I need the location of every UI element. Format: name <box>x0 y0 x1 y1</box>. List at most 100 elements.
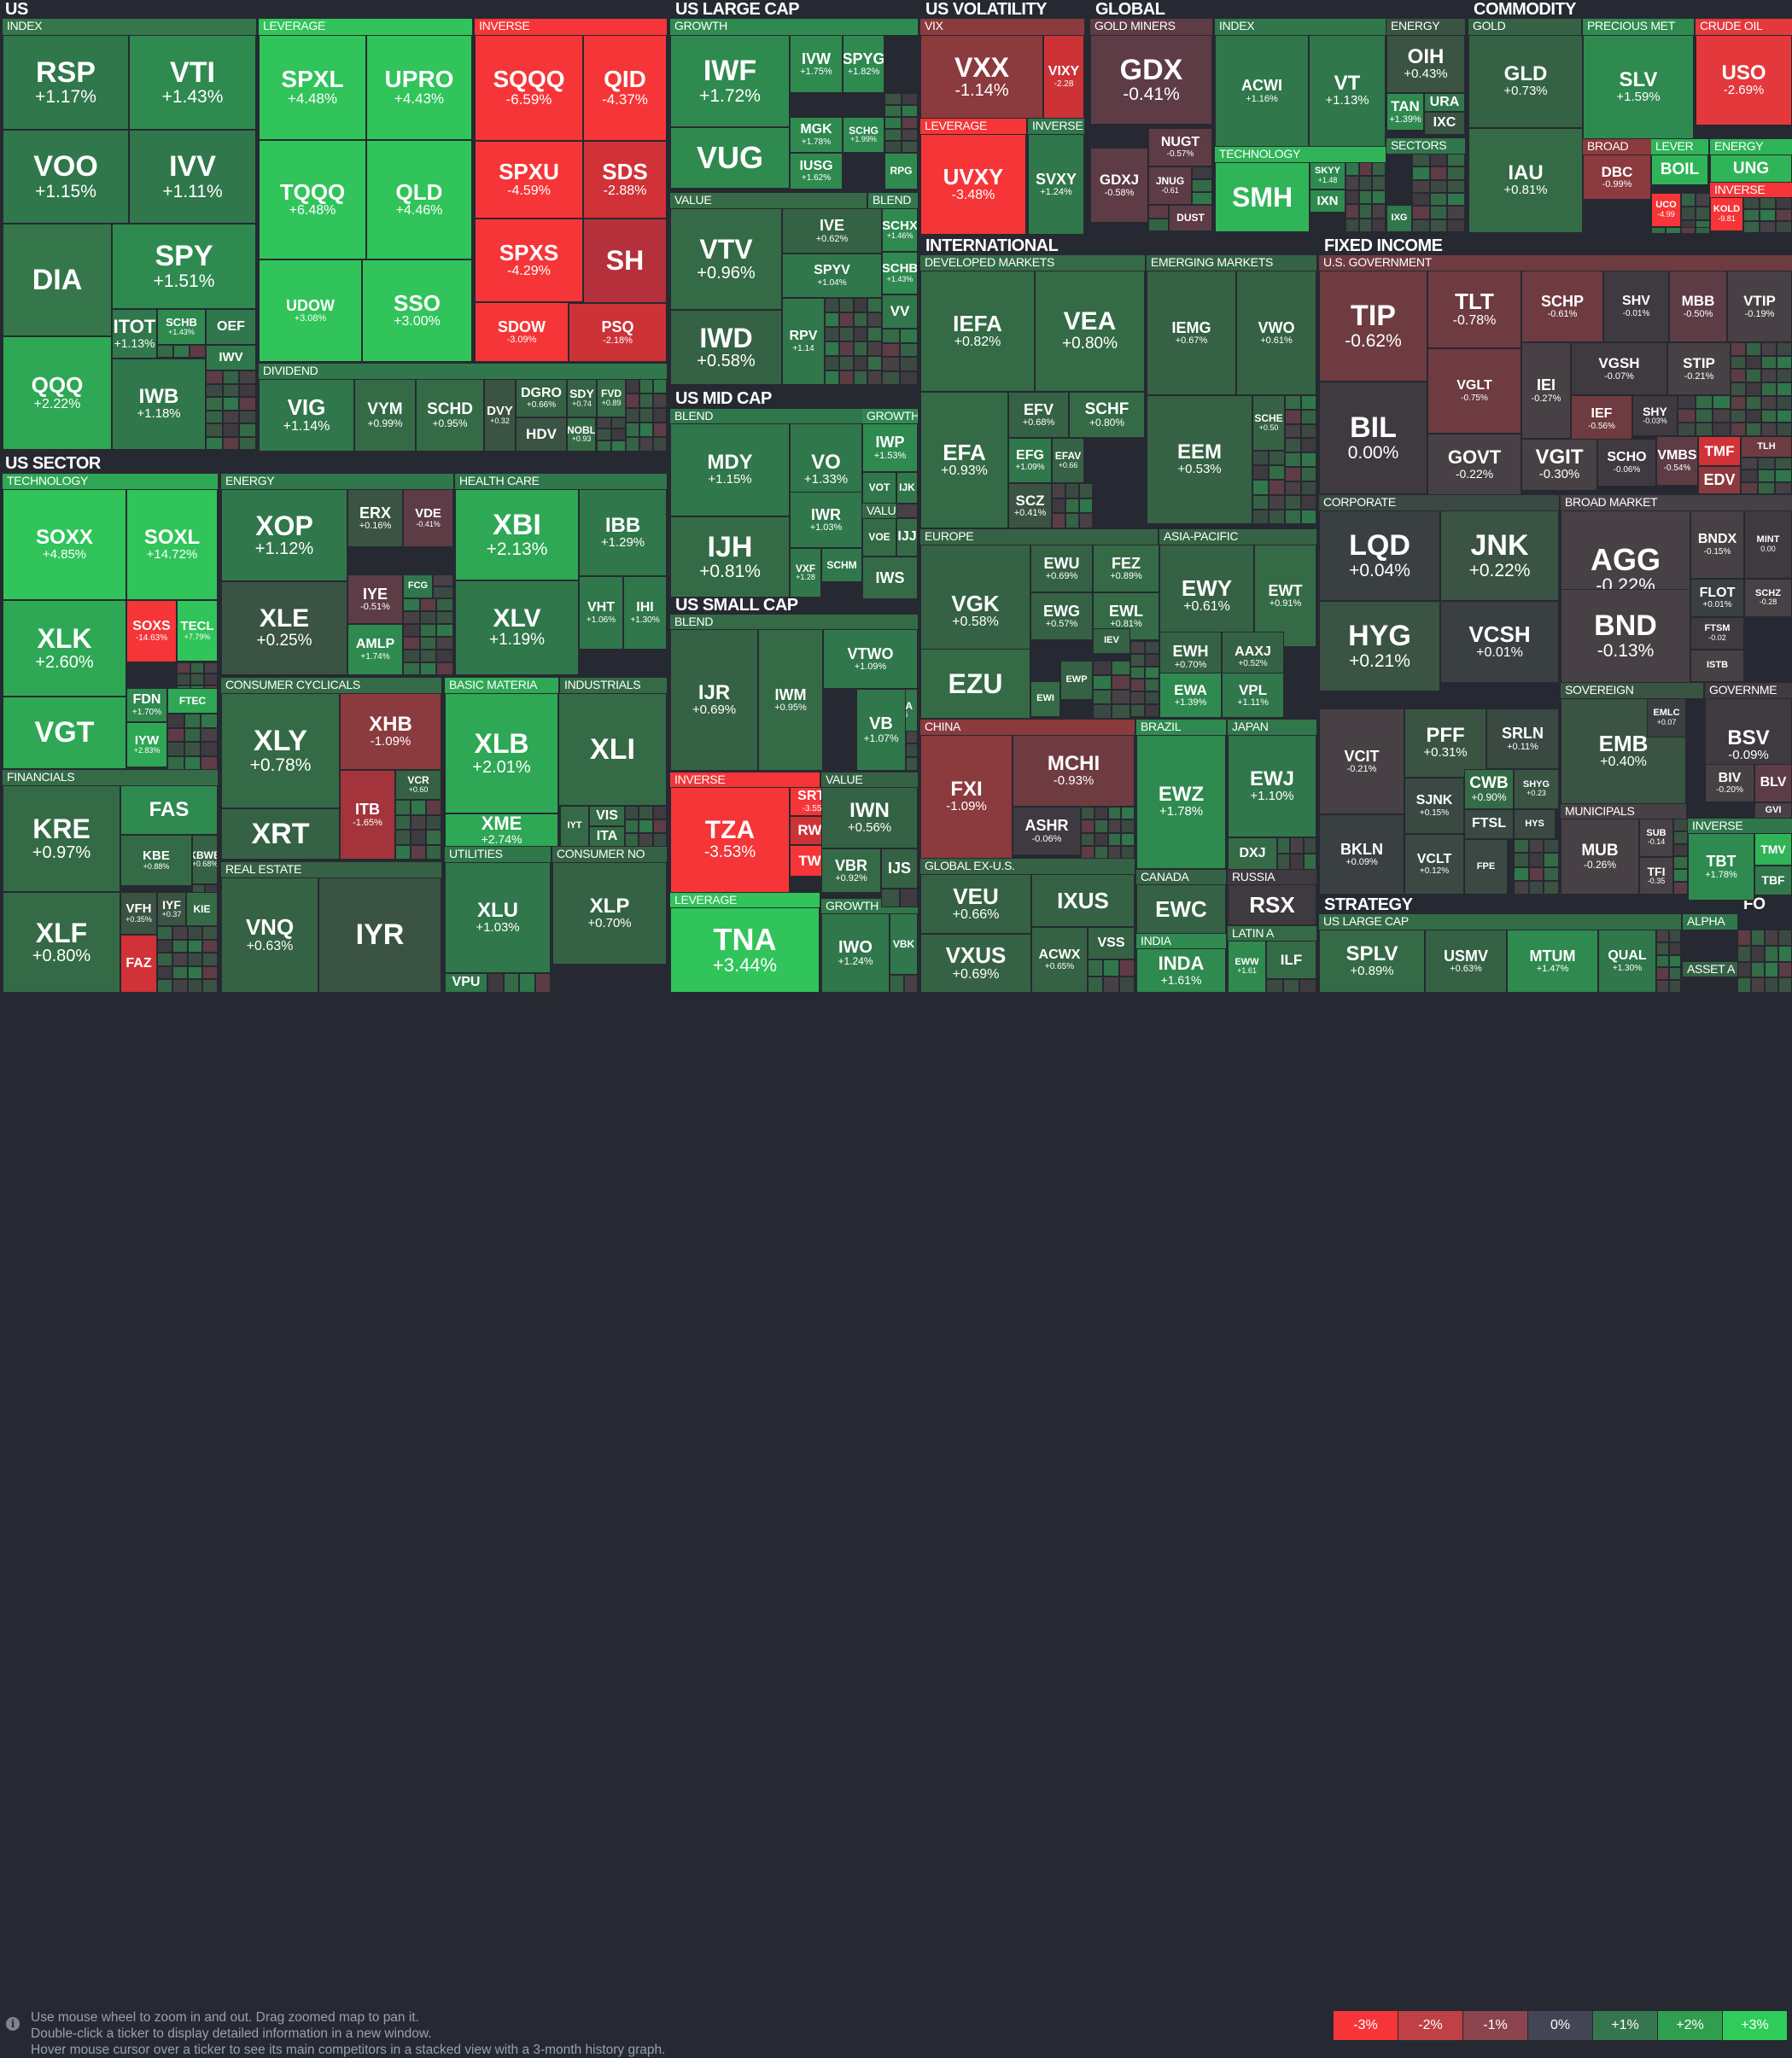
ticker-tile-kre[interactable]: KRE +0.97% <box>3 785 120 892</box>
ticker-tile-ita[interactable]: ITA <box>589 826 625 847</box>
mini-tile[interactable] <box>1088 976 1104 993</box>
mini-tile[interactable] <box>1079 513 1093 528</box>
mini-tile[interactable] <box>1544 866 1559 881</box>
mini-tile[interactable] <box>1678 423 1696 436</box>
mini-tile[interactable] <box>882 370 900 385</box>
mini-tile[interactable] <box>1300 395 1316 410</box>
mini-tile[interactable] <box>1345 189 1359 205</box>
mini-tile[interactable] <box>900 329 918 343</box>
ticker-tile-xlb[interactable]: XLB +2.01% <box>445 693 558 813</box>
ticker-tile-mbb[interactable]: MBB -0.50% <box>1669 271 1727 342</box>
mini-tile[interactable] <box>1737 977 1751 993</box>
ticker-tile-gdx[interactable]: GDX -0.41% <box>1090 35 1212 125</box>
ticker-tile-srln[interactable]: SRLN +0.11% <box>1486 708 1559 769</box>
mini-tile[interactable] <box>1269 494 1285 510</box>
mini-tile[interactable] <box>1743 221 1760 233</box>
mini-tile[interactable] <box>1121 832 1135 846</box>
mini-tile[interactable] <box>1121 807 1135 820</box>
ticker-tile-amlp[interactable]: AMLP +1.74% <box>347 624 403 675</box>
mini-tile[interactable] <box>884 117 902 129</box>
mini-tile[interactable] <box>1052 513 1065 528</box>
mini-tile[interactable] <box>1775 458 1792 470</box>
mini-tile[interactable] <box>1300 481 1316 496</box>
mini-tile[interactable] <box>1680 227 1696 234</box>
mini-tile[interactable] <box>172 939 188 953</box>
mini-tile[interactable] <box>1743 209 1760 221</box>
ticker-tile-kold[interactable]: KOLD -9.81 <box>1710 197 1743 231</box>
mini-tile[interactable] <box>1447 166 1465 180</box>
mini-tile[interactable] <box>1695 227 1710 234</box>
ticker-tile-efg[interactable]: EFG +1.09% <box>1008 438 1052 483</box>
mini-tile[interactable] <box>184 714 201 728</box>
mini-tile[interactable] <box>1372 204 1386 219</box>
mini-tile[interactable] <box>1758 481 1775 494</box>
mini-tile[interactable] <box>1765 962 1778 977</box>
ticker-tile-qqq[interactable]: QQQ +2.22% <box>3 336 112 450</box>
ticker-tile-erx[interactable]: ERX +0.16% <box>347 489 403 547</box>
ticker-tile-shv[interactable]: SHV -0.01% <box>1603 271 1669 342</box>
ticker-tile-ftsl[interactable]: FTSL <box>1464 809 1514 839</box>
mini-tile[interactable] <box>403 662 420 675</box>
mini-tile[interactable] <box>1118 976 1135 993</box>
mini-tile[interactable] <box>403 637 420 650</box>
ticker-tile-scz[interactable]: SCZ +0.41% <box>1008 483 1052 528</box>
ticker-tile-shy[interactable]: SHY -0.03% <box>1632 395 1678 436</box>
mini-tile[interactable] <box>1765 946 1778 962</box>
mini-tile[interactable] <box>1103 959 1119 977</box>
mini-tile[interactable] <box>1528 880 1544 895</box>
mini-tile[interactable] <box>1673 882 1688 895</box>
mini-tile[interactable] <box>1269 509 1285 524</box>
mini-tile[interactable] <box>1673 843 1688 857</box>
ticker-tile-xrt[interactable]: XRT <box>221 808 340 860</box>
ticker-tile-flot[interactable]: FLOT +0.01% <box>1690 579 1744 617</box>
ticker-tile-gdxj[interactable]: GDXJ -0.58% <box>1090 148 1148 223</box>
mini-tile[interactable] <box>157 939 172 953</box>
mini-tile[interactable] <box>1429 192 1448 207</box>
mini-tile[interactable] <box>403 650 420 662</box>
mini-tile[interactable] <box>1651 227 1667 234</box>
ticker-tile-acwx[interactable]: ACWX +0.65% <box>1031 927 1088 993</box>
mini-tile[interactable] <box>1713 409 1731 423</box>
mini-tile[interactable] <box>1372 162 1386 177</box>
mini-tile[interactable] <box>1673 819 1688 831</box>
legend-step[interactable]: 0% <box>1528 2011 1593 2040</box>
ticker-tile-spyv[interactable]: SPYV +1.04% <box>782 254 882 298</box>
ticker-tile-iwb[interactable]: IWB +1.18% <box>112 359 206 450</box>
mini-tile[interactable] <box>419 650 437 662</box>
mini-tile[interactable] <box>177 673 190 685</box>
mini-tile[interactable] <box>487 973 504 993</box>
mini-tile[interactable] <box>1345 162 1359 177</box>
mini-tile[interactable] <box>1514 880 1529 895</box>
mini-tile[interactable] <box>1760 221 1776 233</box>
ticker-tile-ewy[interactable]: EWY +0.61% <box>1159 545 1254 647</box>
mini-tile[interactable] <box>1696 193 1710 207</box>
mini-tile[interactable] <box>172 965 188 980</box>
ticker-tile-mtum[interactable]: MTUM +1.47% <box>1507 930 1598 993</box>
mini-tile[interactable] <box>1741 458 1758 470</box>
mini-tile[interactable] <box>411 844 426 860</box>
mini-tile[interactable] <box>1145 704 1159 717</box>
mini-tile[interactable] <box>419 624 437 637</box>
mini-tile[interactable] <box>1269 480 1285 495</box>
ticker-tile-ashr[interactable]: ASHR -0.06% <box>1013 807 1081 855</box>
mini-tile[interactable] <box>639 819 653 833</box>
mini-tile[interactable] <box>1145 640 1159 654</box>
mini-tile[interactable] <box>1778 962 1792 977</box>
ticker-tile-vgsh[interactable]: VGSH -0.07% <box>1571 342 1667 395</box>
mini-tile[interactable] <box>1112 704 1130 719</box>
ticker-tile-uso[interactable]: USO -2.69% <box>1696 35 1792 125</box>
mini-tile[interactable] <box>1776 209 1792 221</box>
ticker-tile-slv[interactable]: SLV +1.59% <box>1583 35 1694 139</box>
ticker-tile-uco[interactable]: UCO -4.99 <box>1651 193 1681 227</box>
mini-tile[interactable] <box>896 504 918 518</box>
mini-tile[interactable] <box>625 833 639 847</box>
ticker-tile-ijh[interactable]: IJH +0.81% <box>670 516 790 598</box>
mini-tile[interactable] <box>1372 218 1386 232</box>
mini-tile[interactable] <box>1528 866 1544 881</box>
mini-tile[interactable] <box>1777 382 1792 396</box>
ticker-tile-schf[interactable]: SCHF +0.80% <box>1069 392 1145 438</box>
mini-tile[interactable] <box>206 397 223 411</box>
mini-tile[interactable] <box>825 370 839 385</box>
ticker-tile-iyt[interactable]: IYT <box>560 806 589 847</box>
mini-tile[interactable] <box>1121 819 1135 833</box>
